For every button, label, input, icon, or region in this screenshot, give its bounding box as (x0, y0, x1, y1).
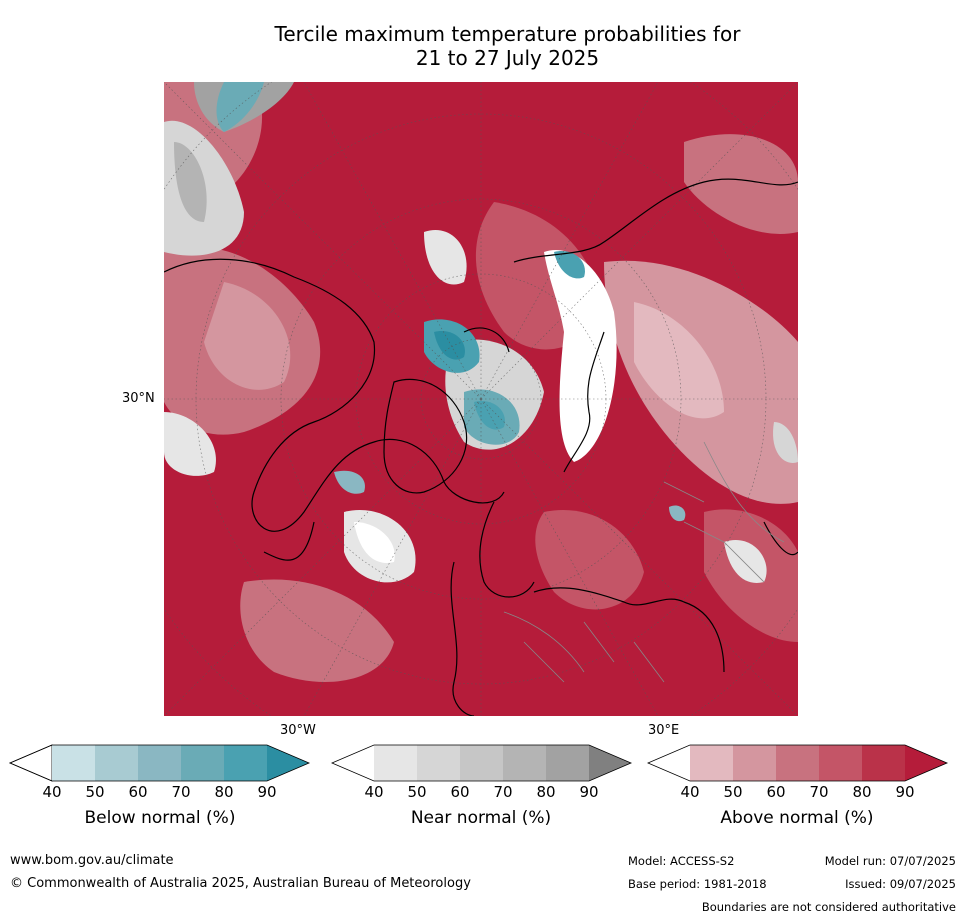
colorbar-above-normal (647, 744, 949, 782)
tick-label: 40 (42, 783, 62, 801)
tick-label: 60 (766, 783, 786, 801)
colorbar-above-normal-graphic (647, 744, 949, 782)
tick-label: 70 (171, 783, 191, 801)
website-link[interactable]: www.bom.gov.au/climate (10, 853, 174, 868)
colorbar-near-label: Near normal (%) (410, 808, 552, 828)
tick-label: 80 (536, 783, 556, 801)
tick-label: 40 (680, 783, 700, 801)
issued-text: Issued: 09/07/2025 (845, 877, 956, 891)
colorbar-near-normal-graphic (331, 744, 633, 782)
longitude-label-east: 30°E (648, 723, 680, 738)
tick-label: 50 (85, 783, 105, 801)
model-run-text: Model run: 07/07/2025 (824, 854, 956, 868)
tick-label: 40 (364, 783, 384, 801)
tick-label: 90 (579, 783, 599, 801)
tick-label: 80 (852, 783, 872, 801)
model-text: Model: ACCESS-S2 (628, 854, 735, 868)
map-title: Tercile maximum temperature probabilitie… (160, 22, 855, 70)
tick-label: 90 (895, 783, 915, 801)
base-period-text: Base period: 1981-2018 (628, 877, 767, 891)
colorbar-near-normal (331, 744, 633, 782)
map-graphic (164, 82, 798, 716)
latitude-label: 30°N (122, 391, 155, 406)
tick-label: 80 (214, 783, 234, 801)
tick-label: 90 (257, 783, 277, 801)
longitude-label-west: 30°W (280, 723, 316, 738)
tick-label: 50 (723, 783, 743, 801)
tick-label: 50 (407, 783, 427, 801)
colorbar-below-normal-graphic (9, 744, 311, 782)
title-line-1: Tercile maximum temperature probabilitie… (274, 22, 741, 46)
tick-label: 70 (809, 783, 829, 801)
colorbar-below-label: Below normal (%) (84, 808, 236, 828)
colorbar-above-label: Above normal (%) (720, 808, 874, 828)
title-line-2: 21 to 27 July 2025 (415, 46, 600, 70)
colorbar-below-normal (9, 744, 311, 782)
tick-label: 70 (493, 783, 513, 801)
copyright-text: © Commonwealth of Australia 2025, Austra… (10, 876, 471, 891)
probability-map (164, 82, 798, 716)
tick-label: 60 (128, 783, 148, 801)
tick-label: 60 (450, 783, 470, 801)
boundaries-disclaimer: Boundaries are not considered authoritat… (701, 900, 956, 914)
